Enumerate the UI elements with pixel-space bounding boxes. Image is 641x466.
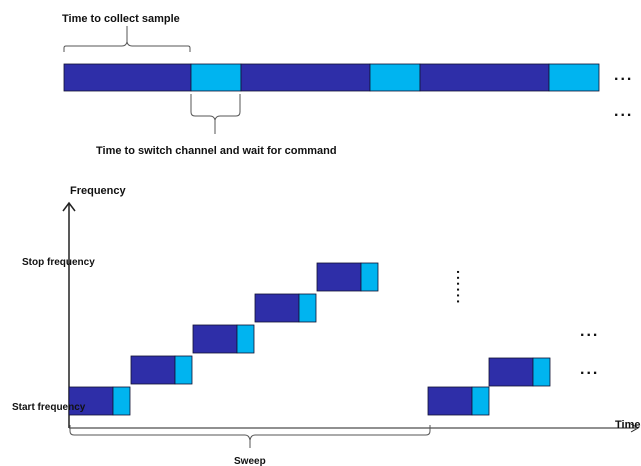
collect-sample-bracket	[63, 26, 191, 52]
sweep-bracket	[69, 425, 431, 448]
switch-step-4	[298, 293, 317, 323]
top-continuation-dots-2: ...	[614, 103, 633, 120]
stop-frequency-label: Stop frequency	[22, 257, 95, 268]
switch-step-6	[471, 386, 490, 416]
sample-segment	[63, 63, 192, 92]
y-axis-label: Frequency	[70, 185, 127, 197]
switch-step-1	[112, 386, 131, 416]
switch-step-5	[360, 262, 379, 292]
sample-segment	[240, 63, 371, 92]
switch-step-3	[236, 324, 255, 354]
x-axis-label: Time	[615, 419, 640, 431]
sample-step-3	[192, 324, 238, 354]
switch-channel-label: Time to switch channel and wait for comm…	[96, 145, 337, 157]
switch-step-7	[532, 357, 551, 387]
top-continuation-dots-1: ...	[614, 67, 633, 84]
sample-step-5	[316, 262, 362, 292]
x-axis-arrow-icon	[630, 423, 640, 433]
sample-step-7	[488, 357, 534, 387]
switch-segment	[190, 63, 242, 92]
frequency-steps	[68, 262, 551, 416]
bottom-continuation-dots-1: ...	[580, 323, 599, 340]
sweep-label: Sweep	[234, 456, 266, 466]
switch-segment	[369, 63, 421, 92]
sample-segment	[419, 63, 550, 92]
switch-channel-bracket	[190, 94, 241, 134]
switch-segment	[548, 63, 600, 92]
sample-step-4	[254, 293, 300, 323]
collect-sample-label: Time to collect sample	[62, 13, 180, 25]
vertical-continuation-dots: ......	[454, 270, 470, 305]
sample-step-6	[427, 386, 473, 416]
channel-timeline-bar	[63, 63, 600, 92]
bottom-continuation-dots-2: ...	[580, 361, 599, 378]
start-frequency-label: Start frequency	[12, 402, 86, 413]
sample-step-1	[68, 386, 114, 416]
sample-step-2	[130, 355, 176, 385]
switch-step-2	[174, 355, 193, 385]
y-axis-arrow-icon	[62, 201, 76, 212]
